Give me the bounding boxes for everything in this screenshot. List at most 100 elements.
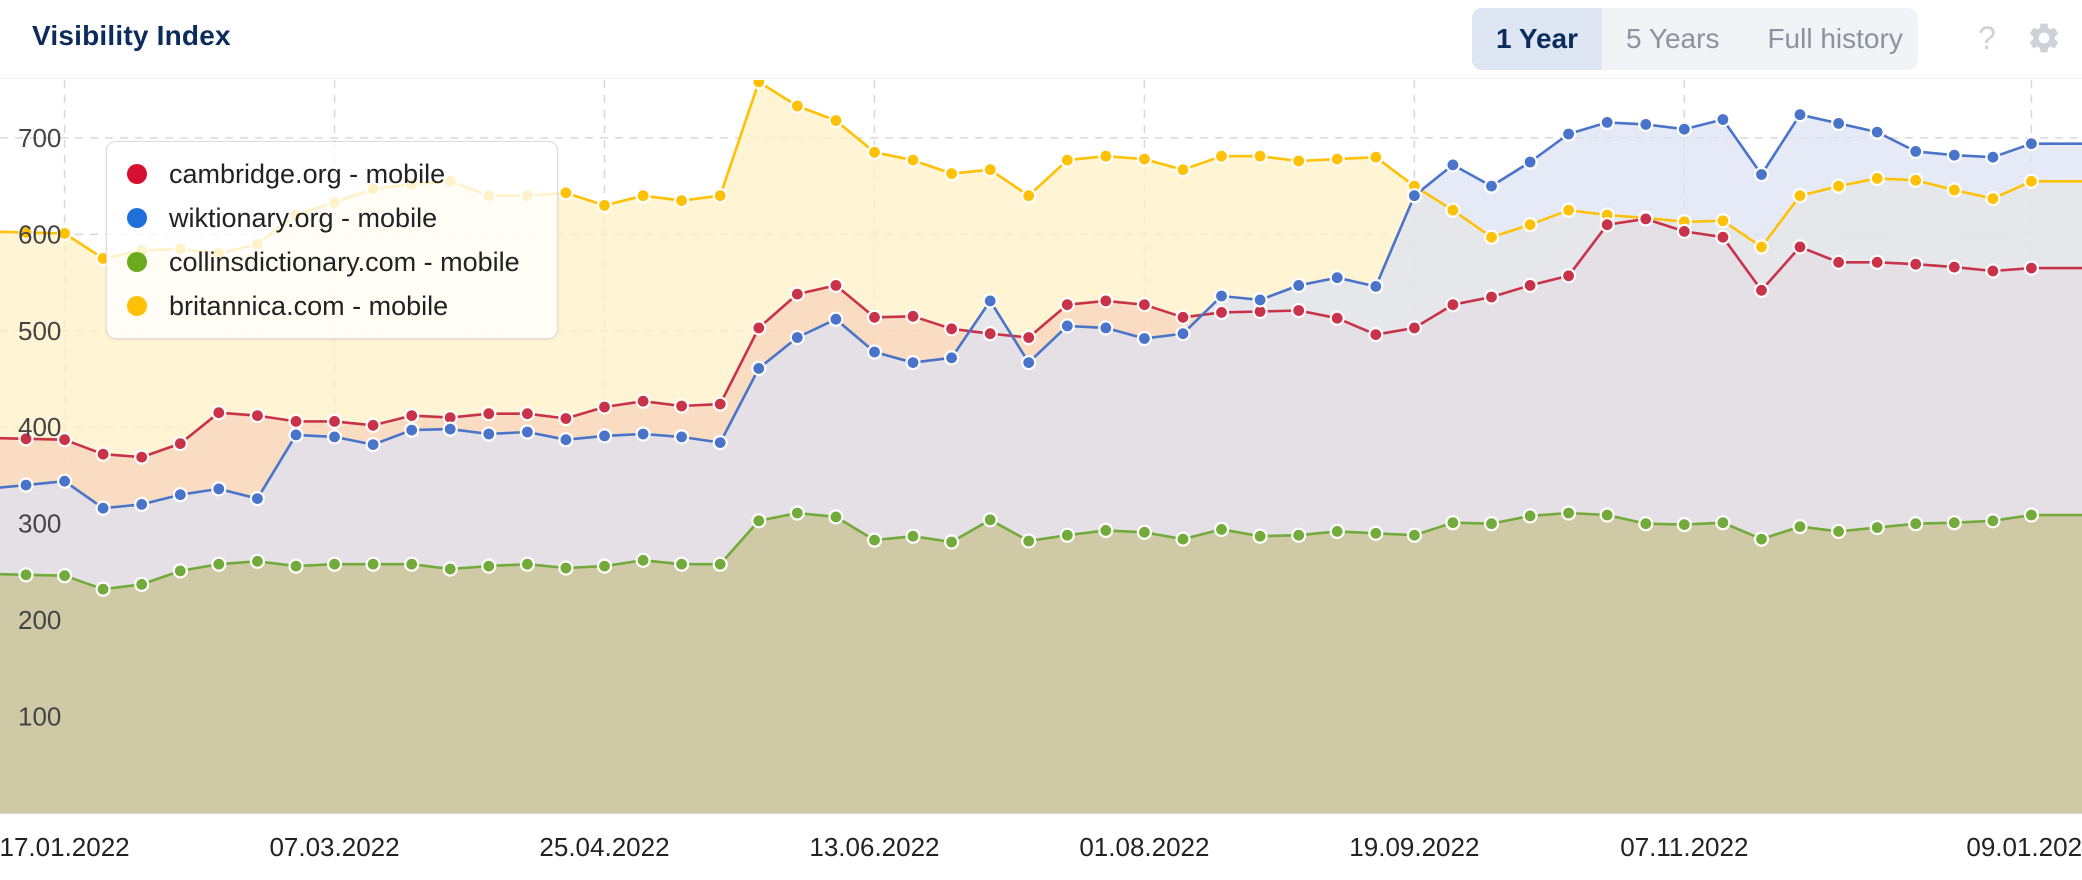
gear-icon[interactable] [2026, 20, 2062, 56]
data-point[interactable] [211, 481, 227, 497]
data-point[interactable] [404, 408, 420, 424]
data-point[interactable] [404, 556, 420, 572]
data-point[interactable] [866, 532, 883, 548]
data-point[interactable] [56, 473, 73, 489]
data-point[interactable] [172, 487, 188, 503]
data-point[interactable] [712, 396, 728, 412]
data-point[interactable] [1599, 217, 1615, 233]
data-point[interactable] [288, 427, 304, 443]
data-point[interactable] [751, 513, 767, 529]
data-point[interactable] [866, 344, 883, 360]
data-point[interactable] [1946, 147, 1962, 163]
data-point[interactable] [1098, 522, 1114, 538]
data-point[interactable] [1021, 355, 1037, 371]
data-point[interactable] [1059, 152, 1075, 168]
data-point[interactable] [751, 80, 767, 90]
legend-item-cambridge[interactable]: cambridge.org - mobile [127, 156, 445, 192]
data-point[interactable] [1368, 278, 1384, 294]
data-point[interactable] [1560, 202, 1577, 218]
data-point[interactable] [1985, 513, 2001, 529]
data-point[interactable] [172, 436, 188, 452]
data-point[interactable] [1483, 178, 1500, 194]
data-point[interactable] [1985, 190, 2001, 207]
data-point[interactable] [1098, 148, 1114, 164]
data-point[interactable] [789, 98, 805, 114]
data-point[interactable] [982, 326, 998, 342]
data-point[interactable] [1792, 188, 1808, 204]
data-point[interactable] [1869, 519, 1885, 536]
data-point[interactable] [519, 556, 536, 572]
data-point[interactable] [1908, 256, 1924, 272]
data-point[interactable] [56, 225, 73, 241]
data-point[interactable] [211, 556, 227, 572]
data-point[interactable] [1830, 178, 1847, 194]
data-point[interactable] [789, 329, 805, 346]
data-point[interactable] [2023, 136, 2040, 152]
data-point[interactable] [1638, 211, 1654, 227]
data-point[interactable] [828, 277, 844, 293]
data-point[interactable] [1985, 149, 2001, 165]
data-point[interactable] [1792, 107, 1808, 123]
data-point[interactable] [1213, 148, 1230, 164]
data-point[interactable] [18, 224, 34, 240]
data-point[interactable] [1136, 297, 1153, 313]
data-point[interactable] [635, 393, 651, 409]
data-point[interactable] [828, 509, 844, 525]
data-point[interactable] [1445, 515, 1461, 531]
data-point[interactable] [365, 437, 381, 453]
data-point[interactable] [442, 421, 458, 437]
data-point[interactable] [326, 413, 343, 429]
data-point[interactable] [1136, 330, 1153, 347]
data-point[interactable] [673, 556, 690, 572]
data-point[interactable] [1021, 188, 1037, 204]
data-point[interactable] [1946, 182, 1962, 198]
data-point[interactable] [943, 165, 960, 182]
data-point[interactable] [596, 197, 613, 214]
data-point[interactable] [1985, 263, 2001, 279]
data-point[interactable] [1059, 297, 1075, 313]
data-point[interactable] [56, 568, 73, 584]
data-point[interactable] [558, 432, 574, 448]
data-point[interactable] [1213, 304, 1230, 320]
data-point[interactable] [1869, 124, 1885, 140]
data-point[interactable] [1830, 523, 1847, 539]
data-point[interactable] [18, 477, 34, 493]
data-point[interactable] [943, 534, 960, 550]
range-1-year-button[interactable]: 1 Year [1472, 8, 1603, 70]
data-point[interactable] [18, 567, 34, 583]
data-point[interactable] [481, 406, 497, 422]
data-point[interactable] [1329, 310, 1345, 326]
data-point[interactable] [1098, 320, 1114, 336]
data-point[interactable] [1676, 121, 1692, 137]
data-point[interactable] [1098, 293, 1114, 309]
data-point[interactable] [1560, 268, 1577, 284]
data-point[interactable] [1560, 505, 1577, 521]
data-point[interactable] [172, 563, 188, 579]
range-full-history-button[interactable]: Full history [1767, 23, 1903, 54]
data-point[interactable] [751, 360, 767, 376]
data-point[interactable] [558, 560, 574, 576]
data-point[interactable] [519, 424, 536, 440]
data-point[interactable] [442, 561, 458, 577]
data-point[interactable] [1213, 288, 1230, 304]
data-point[interactable] [1021, 533, 1037, 549]
data-point[interactable] [1021, 329, 1037, 346]
data-point[interactable] [2023, 173, 2040, 189]
data-point[interactable] [1445, 157, 1461, 173]
data-point[interactable] [673, 429, 690, 445]
data-point[interactable] [1329, 151, 1345, 167]
data-point[interactable] [211, 405, 227, 421]
data-point[interactable] [1445, 297, 1461, 313]
data-point[interactable] [95, 581, 111, 597]
legend-item-britannica[interactable]: britannica.com - mobile [127, 288, 448, 324]
data-point[interactable] [1715, 111, 1731, 128]
data-point[interactable] [1445, 202, 1461, 218]
data-point[interactable] [866, 144, 883, 160]
data-point[interactable] [905, 308, 921, 324]
data-point[interactable] [905, 152, 921, 168]
data-point[interactable] [1908, 516, 1924, 532]
data-point[interactable] [943, 350, 960, 366]
data-point[interactable] [249, 491, 265, 507]
data-point[interactable] [18, 431, 34, 447]
data-point[interactable] [1869, 254, 1885, 270]
